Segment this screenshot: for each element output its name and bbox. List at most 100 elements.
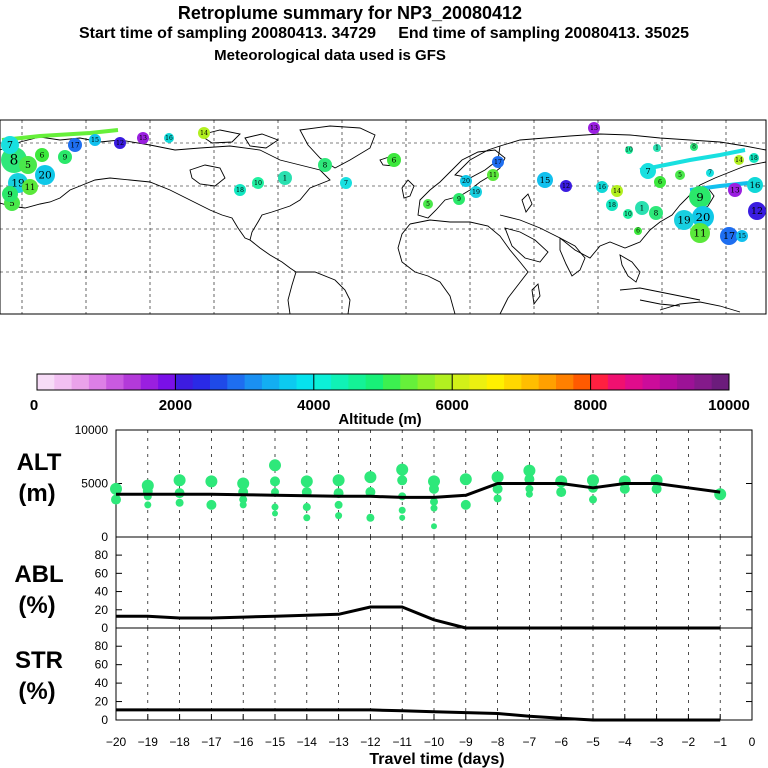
- plume-marker-dot: [674, 210, 694, 230]
- plume-marker: 12: [114, 137, 126, 149]
- colorbar-tick-label: 6000: [436, 397, 469, 414]
- colorbar-swatch: [88, 374, 107, 390]
- coast-greenland: [299, 125, 376, 169]
- plume-marker-dot: [1, 136, 19, 154]
- plume-marker-label: 12: [562, 183, 570, 190]
- plume-marker-label: 19: [677, 215, 690, 227]
- chart-title: Retroplume summary for NP3_20080412: [177, 3, 523, 23]
- colorbar-swatch: [573, 374, 592, 390]
- alt-scatter-point: [206, 499, 217, 510]
- plume-marker-dot: [689, 186, 711, 208]
- plume-marker-label: 10: [625, 146, 633, 153]
- panel-frame: [115, 627, 753, 721]
- x-tick-label: −1: [713, 735, 727, 749]
- coast-north-america: [0, 136, 331, 241]
- alt-scatter-point: [619, 483, 630, 494]
- y-tick-label: 20: [95, 603, 109, 617]
- series-line-alt: [116, 482, 721, 499]
- plume-marker: 16: [747, 177, 763, 193]
- y-tick-label: 0: [101, 713, 108, 727]
- plume-marker-label: 18: [608, 202, 616, 209]
- plume-marker: 18: [606, 199, 618, 211]
- x-tick-label: −13: [328, 735, 349, 749]
- plume-marker-dot: [340, 177, 352, 189]
- coast-india: [559, 237, 586, 277]
- plume-marker-label: 13: [139, 135, 147, 142]
- plume-marker-dot: [453, 193, 465, 205]
- plume-marker-dot: [137, 132, 149, 144]
- plume-marker: 20: [35, 165, 55, 185]
- y-tick-label: 0: [101, 621, 108, 635]
- plume-marker-label: 5: [426, 201, 430, 208]
- x-tick-label: −18: [169, 735, 190, 749]
- plume-marker-dot: [588, 122, 600, 134]
- plume-marker-dot: [675, 170, 685, 180]
- x-tick-label: −19: [138, 735, 159, 749]
- alt-scatter-point: [430, 504, 438, 512]
- panel-abl: 0 20 40 60 80 ABL (%): [14, 536, 753, 635]
- y-tick-label: 20: [95, 695, 109, 709]
- map-frame: [0, 119, 767, 315]
- alt-scatter-point: [398, 506, 406, 514]
- coast-central-america: [249, 239, 297, 273]
- plume-marker: 8: [649, 206, 663, 220]
- alt-scatter-point: [365, 487, 376, 498]
- plume-marker-dot: [706, 169, 714, 177]
- coast-british-isles: [401, 179, 415, 199]
- plume-marker-label: 19: [472, 189, 480, 196]
- x-tick-label: −8: [491, 735, 505, 749]
- alt-scatter-point: [399, 514, 406, 521]
- plume-marker-label: 18: [236, 187, 244, 194]
- alt-scatter-point: [396, 463, 409, 476]
- x-tick-label: −10: [424, 735, 445, 749]
- plume-marker: 8: [318, 158, 332, 172]
- plume-marker: 14: [611, 185, 623, 197]
- plume-marker-label: 17: [70, 140, 80, 149]
- colorbar-swatch: [556, 374, 574, 390]
- plume-marker: 17: [492, 156, 504, 168]
- alt-scatter-point: [335, 512, 343, 520]
- plume-marker: 10: [623, 209, 633, 219]
- plume-marker-dot: [19, 156, 37, 174]
- alt-scatter-point: [144, 501, 152, 509]
- panel-label-unit: (%): [18, 592, 55, 619]
- plume-marker: 14: [198, 127, 210, 139]
- alt-scatter-point: [205, 475, 218, 488]
- plume-marker-dot: [635, 201, 649, 215]
- plume-marker-dot: [35, 148, 49, 162]
- plume-marker: 1: [653, 144, 661, 152]
- alt-scatter-point: [111, 494, 121, 505]
- start-label: Start time of sampling: [78, 25, 247, 42]
- plume-marker-dot: [252, 177, 264, 189]
- plume-marker-dot: [68, 138, 82, 152]
- plume-marker-label: 15: [91, 137, 99, 144]
- coastlines: [0, 125, 767, 315]
- plume-marker-dot: [35, 165, 55, 185]
- colorbar-swatch: [331, 374, 349, 390]
- plume-marker-dot: [611, 185, 623, 197]
- y-tick-label: 60: [95, 566, 109, 580]
- end-label: End time of sampling: [398, 25, 561, 42]
- colorbar-swatch: [711, 374, 730, 390]
- colorbar-swatch: [71, 374, 90, 390]
- plume-marker-label: 20: [38, 170, 51, 182]
- x-tick-label: −14: [297, 735, 318, 749]
- series-line-abl: [116, 605, 721, 630]
- colorbar-swatch: [37, 374, 55, 390]
- alt-scatter-point: [651, 483, 662, 494]
- plume-marker-label: 14: [735, 157, 743, 164]
- plume-track-pacific: [639, 148, 746, 172]
- plume-marker-dot: [654, 176, 666, 188]
- plume-marker-label: 16: [165, 135, 173, 142]
- alt-scatter-point: [272, 510, 278, 517]
- colorbar-tick-label: 10000: [708, 397, 750, 414]
- plume-marker: 12: [560, 180, 572, 192]
- y-tick-label: 0: [101, 530, 108, 544]
- plume-marker: 19: [470, 186, 482, 198]
- alt-scatter-point: [239, 501, 247, 509]
- colorbar-swatch: [140, 374, 159, 390]
- plume-marker-dot: [747, 177, 763, 193]
- plume-marker-label: 20: [462, 178, 470, 185]
- x-tick-label: −17: [201, 735, 222, 749]
